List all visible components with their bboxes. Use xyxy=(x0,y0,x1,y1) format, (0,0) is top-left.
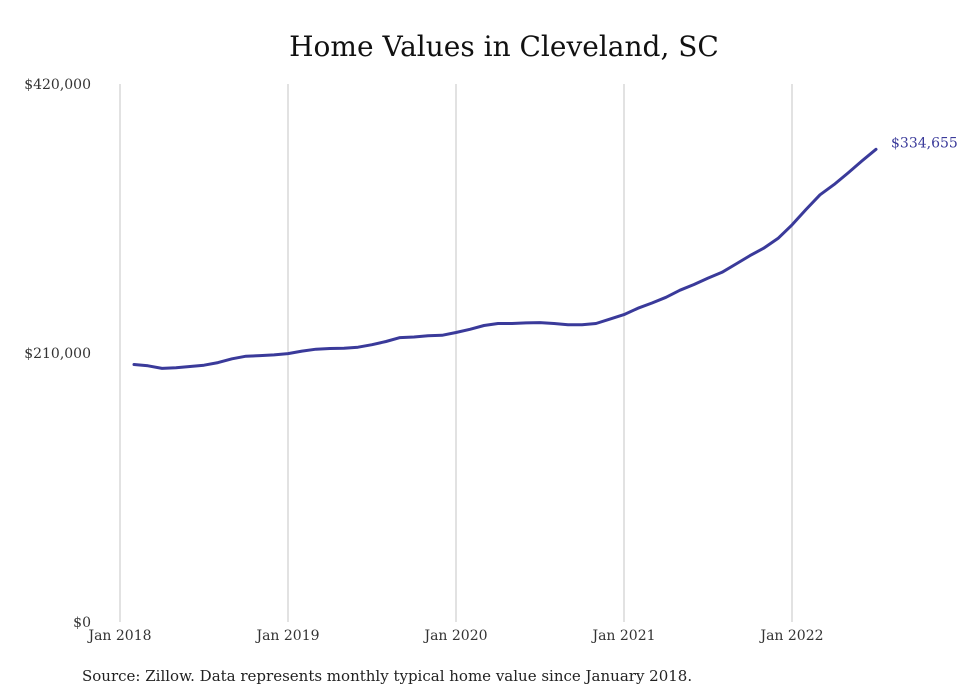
data-labels: $334,655 xyxy=(891,135,958,151)
gridlines xyxy=(119,84,793,622)
x-tick-label: Jan 2019 xyxy=(254,628,319,644)
chart-title: Home Values in Cleveland, SC xyxy=(289,30,719,63)
series-line xyxy=(132,147,878,370)
series-layer xyxy=(132,147,878,370)
end-value-label: $334,655 xyxy=(891,135,958,151)
line-chart: Jan 2018 Jan 2019 Jan 2020 Jan 2021 Jan 2022… xyxy=(24,77,958,644)
x-tick-label: Jan 2022 xyxy=(758,628,823,644)
y-tick-label: $420,000 xyxy=(24,77,91,93)
x-tick-label: Jan 2020 xyxy=(422,628,487,644)
source-note: Source: Zillow. Data represents monthly … xyxy=(82,667,693,685)
y-tick-label: $0 xyxy=(73,615,91,631)
axis-ticks: Jan 2018 Jan 2019 Jan 2020 Jan 2021 Jan 2022… xyxy=(24,77,823,644)
x-tick-label: Jan 2018 xyxy=(86,628,151,644)
x-tick-label: Jan 2021 xyxy=(590,628,655,644)
y-tick-label: $210,000 xyxy=(24,346,91,362)
